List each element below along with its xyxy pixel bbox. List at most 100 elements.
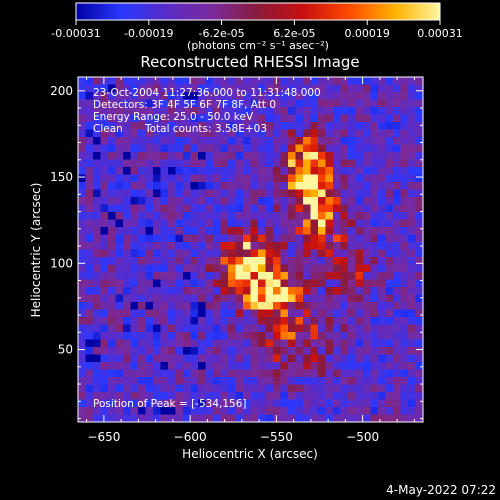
- heatmap-cell: [273, 249, 281, 258]
- heatmap-cell: [153, 242, 161, 250]
- heatmap-cell: [115, 77, 124, 85]
- heatmap-cell: [325, 204, 334, 213]
- heatmap-cell: [183, 339, 191, 348]
- heatmap-cell: [408, 324, 416, 333]
- heatmap-cell: [228, 324, 236, 333]
- heatmap-cell: [258, 242, 266, 250]
- heatmap-cell: [235, 137, 244, 145]
- heatmap-cell: [130, 159, 139, 168]
- heatmap-cell: [348, 407, 356, 415]
- heatmap-cell: [415, 407, 423, 415]
- heatmap-cell: [310, 227, 319, 235]
- heatmap-cell: [370, 414, 379, 422]
- heatmap-cell: [78, 377, 86, 385]
- heatmap-cell: [370, 317, 379, 325]
- heatmap-cell: [295, 197, 304, 205]
- heatmap-cell: [100, 234, 109, 243]
- heatmap-cell: [213, 144, 221, 153]
- heatmap-cell: [333, 137, 341, 145]
- heatmap-cell: [228, 399, 236, 408]
- heatmap-cell: [130, 332, 139, 340]
- heatmap-cell: [265, 414, 274, 422]
- heatmap-cell: [108, 362, 116, 370]
- heatmap-cell: [243, 137, 251, 145]
- heatmap-cell: [265, 77, 274, 85]
- heatmap-cell: [138, 399, 146, 408]
- heatmap-cell: [265, 129, 274, 138]
- heatmap-cell: [100, 302, 109, 310]
- heatmap-cell: [280, 287, 289, 295]
- heatmap-cell: [85, 407, 94, 415]
- heatmap-cell: [175, 317, 184, 325]
- heatmap-cell: [138, 174, 146, 183]
- heatmap-cell: [340, 347, 349, 355]
- heatmap-cell: [85, 227, 94, 235]
- heatmap-cell: [213, 189, 221, 198]
- heatmap-cell: [340, 354, 349, 363]
- heatmap-cell: [100, 392, 109, 400]
- heatmap-cell: [273, 317, 281, 325]
- heatmap-cell: [220, 407, 229, 415]
- heatmap-cell: [348, 189, 356, 198]
- heatmap-cell: [205, 159, 214, 168]
- heatmap-cell: [198, 287, 206, 295]
- heatmap-cell: [108, 279, 116, 288]
- heatmap-cell: [355, 189, 364, 198]
- heatmap-cell: [228, 242, 236, 250]
- heatmap-cell: [310, 242, 319, 250]
- heatmap-cell: [408, 137, 416, 145]
- heatmap-cell: [100, 122, 109, 130]
- heatmap-cell: [190, 99, 199, 108]
- heatmap-cell: [190, 257, 199, 265]
- heatmap-cell: [205, 249, 214, 258]
- heatmap-cell: [318, 339, 326, 348]
- heatmap-cell: [190, 249, 199, 258]
- heatmap-cell: [213, 174, 221, 183]
- heatmap-cell: [93, 317, 101, 325]
- heatmap-cell: [168, 107, 176, 115]
- heatmap-cell: [168, 174, 176, 183]
- heatmap-cell: [235, 249, 244, 258]
- heatmap-cell: [415, 279, 423, 288]
- heatmap-cell: [175, 392, 184, 400]
- heatmap-cell: [100, 212, 109, 220]
- heatmap-cell: [160, 317, 169, 325]
- heatmap-cell: [333, 204, 341, 213]
- heatmap-cell: [138, 227, 146, 235]
- heatmap-cell: [138, 354, 146, 363]
- heatmap-cell: [393, 249, 401, 258]
- heatmap-cell: [273, 257, 281, 265]
- heatmap-cell: [273, 152, 281, 160]
- heatmap-cell: [213, 257, 221, 265]
- heatmap-cell: [145, 377, 154, 385]
- heatmap-cell: [243, 294, 251, 303]
- heatmap-cell: [123, 122, 131, 130]
- heatmap-cell: [168, 287, 176, 295]
- heatmap-cell: [295, 272, 304, 280]
- heatmap-cell: [318, 294, 326, 303]
- heatmap-cell: [340, 294, 349, 303]
- heatmap-cell: [258, 249, 266, 258]
- heatmap-cell: [288, 92, 296, 100]
- heatmap-cell: [355, 77, 364, 85]
- heatmap-cell: [213, 354, 221, 363]
- heatmap-cell: [393, 407, 401, 415]
- heatmap-cell: [273, 264, 281, 273]
- heatmap-cell: [138, 212, 146, 220]
- heatmap-cell: [198, 249, 206, 258]
- heatmap-cell: [295, 114, 304, 123]
- colorbar-tick-label: 0.00031: [417, 27, 463, 40]
- heatmap-cell: [160, 122, 169, 130]
- heatmap-cell: [295, 234, 304, 243]
- heatmap-cell: [243, 257, 251, 265]
- heatmap-cell: [348, 182, 356, 190]
- heatmap-cell: [325, 114, 334, 123]
- heatmap-cell: [295, 309, 304, 318]
- heatmap-cell: [183, 369, 191, 378]
- heatmap-cell: [250, 167, 259, 175]
- heatmap-cell: [288, 384, 296, 393]
- heatmap-cell: [220, 377, 229, 385]
- heatmap-cell: [333, 354, 341, 363]
- heatmap-cell: [288, 257, 296, 265]
- heatmap-cell: [160, 369, 169, 378]
